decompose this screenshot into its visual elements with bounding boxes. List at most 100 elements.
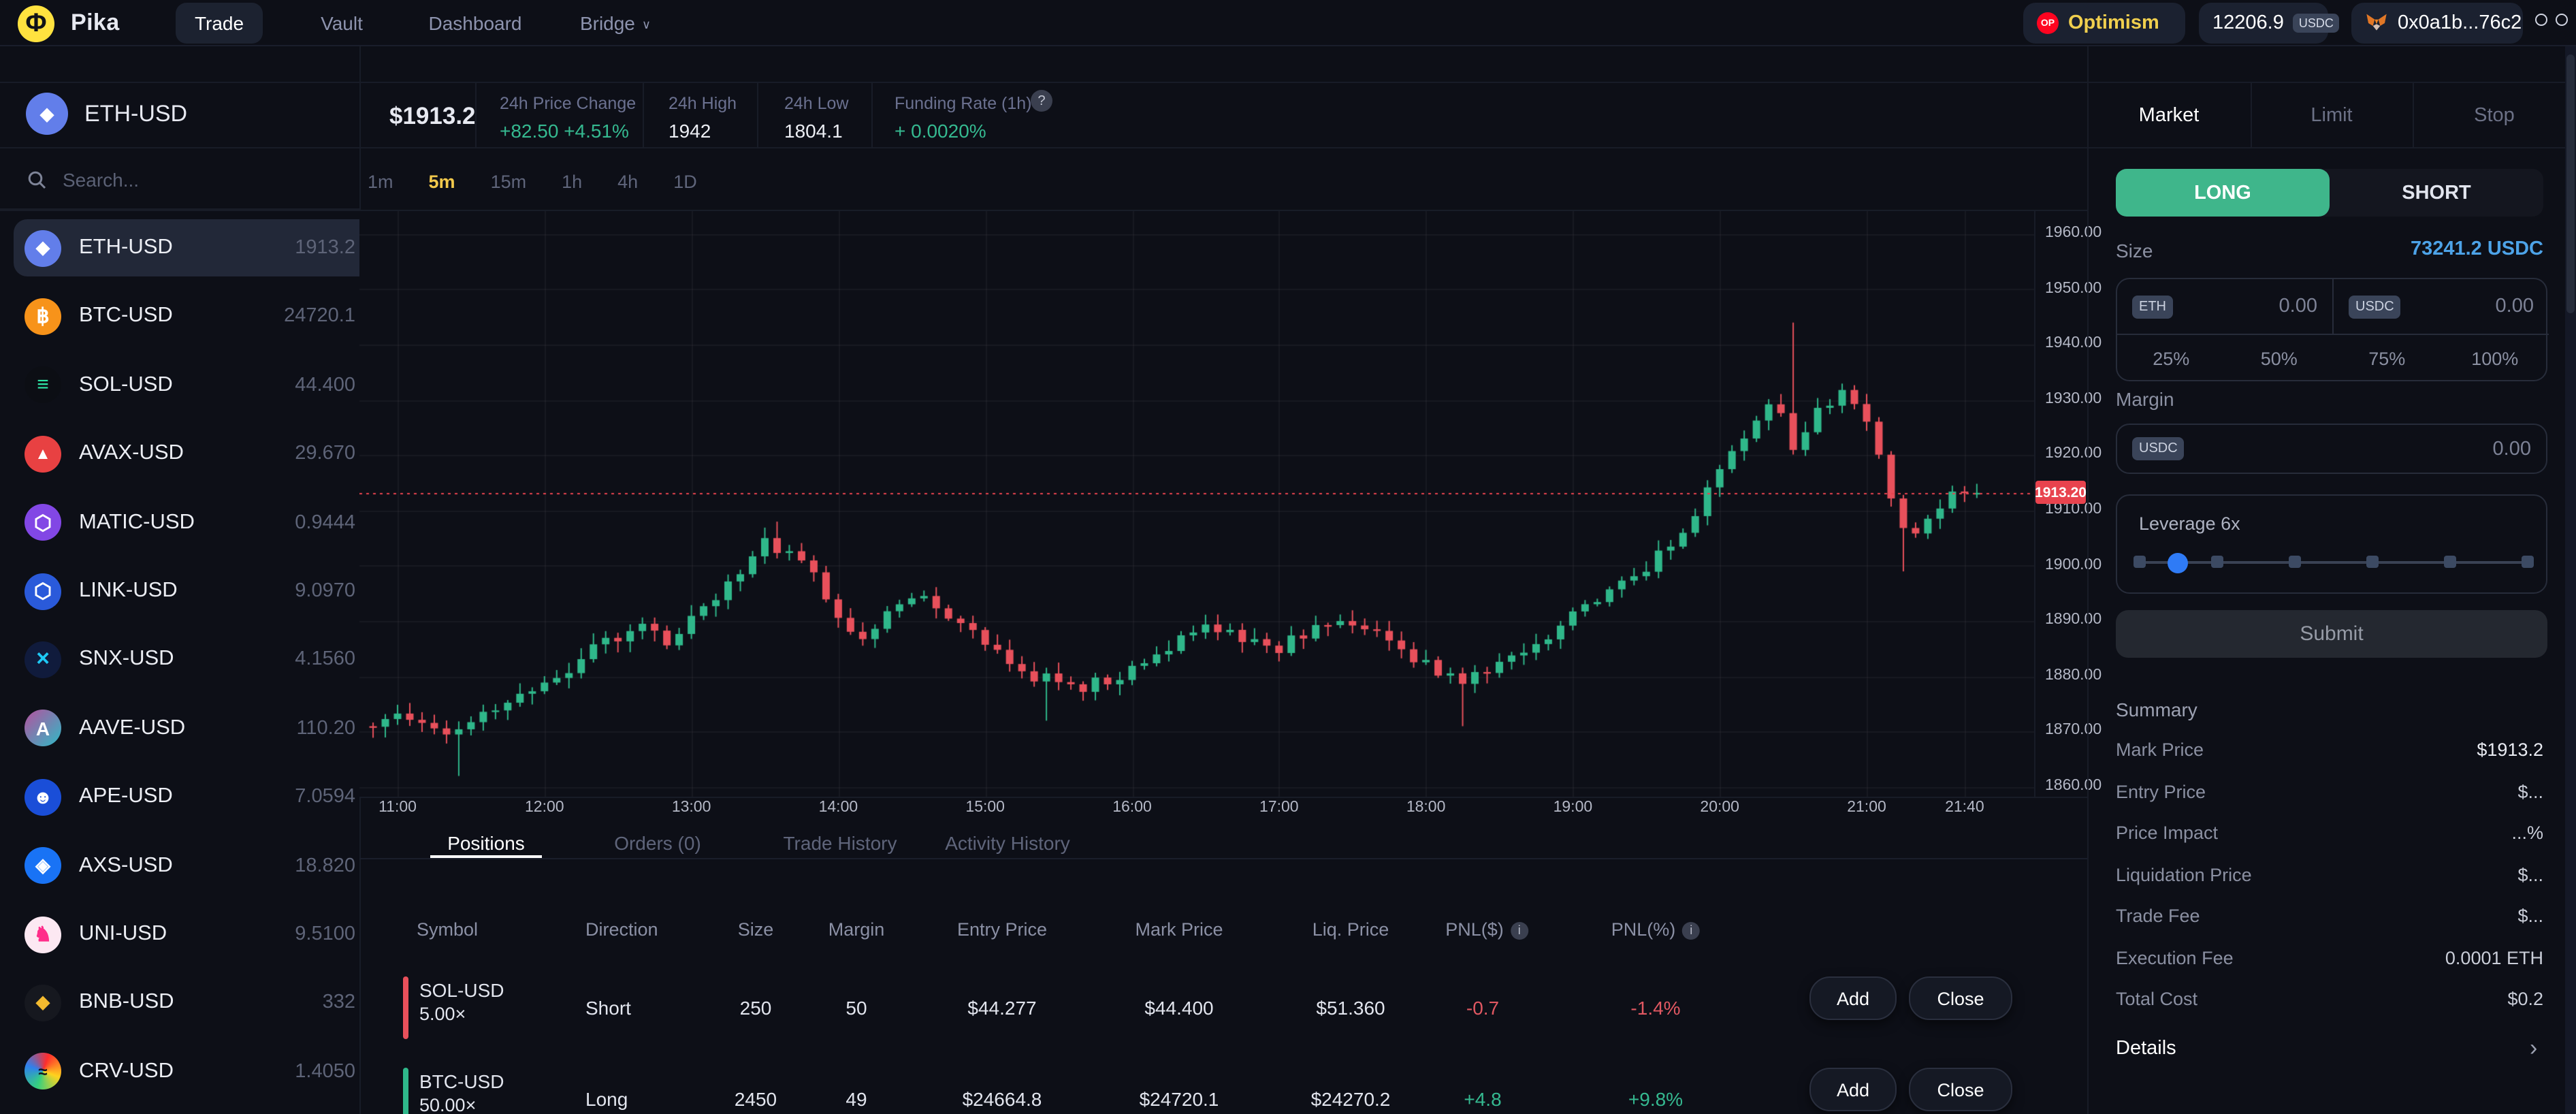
leverage-box: Leverage 6x <box>2116 494 2547 594</box>
sidebar-market-btc-usd[interactable]: ฿ BTC-USD 24720.1 <box>14 288 374 345</box>
add-button[interactable]: Add <box>1809 1068 1897 1111</box>
sidebar-market-matic-usd[interactable]: ⬡ MATIC-USD 0.9444 <box>14 494 374 551</box>
submit-button[interactable]: Submit <box>2116 610 2547 658</box>
position-mark-price: $44.400 <box>1144 997 1214 1019</box>
size-max-link[interactable]: 73241.2 USDC <box>2410 238 2543 260</box>
stats-band <box>0 82 2576 148</box>
timeframe-1D[interactable]: 1D <box>673 171 697 191</box>
chevron-right-icon[interactable]: › <box>2530 1035 2538 1061</box>
close-button[interactable]: Close <box>1909 976 2012 1020</box>
column-header-mark-price: Mark Price <box>1135 919 1223 940</box>
slider-tick[interactable] <box>2521 556 2533 568</box>
high-value: 1942 <box>669 120 711 142</box>
price-tick: 1860.00 <box>2045 777 2102 794</box>
percent-25[interactable]: 25% <box>2153 349 2190 369</box>
leverage-slider[interactable] <box>2133 550 2533 575</box>
nav-item-vault[interactable]: Vault <box>321 12 363 34</box>
slider-thumb[interactable] <box>2168 552 2188 573</box>
percent-50[interactable]: 50% <box>2260 349 2298 369</box>
scrollbar-track[interactable] <box>2565 46 2576 1114</box>
position-pnl-pct: +9.8% <box>1628 1088 1684 1110</box>
pika-logo-icon[interactable]: Φ <box>18 5 54 42</box>
sidebar-market-snx-usd[interactable]: × SNX-USD 4.1560 <box>14 631 374 688</box>
axs-icon: ◈ <box>25 847 61 885</box>
order-type-market[interactable]: Market <box>2138 104 2200 126</box>
sidebar-market-sol-usd[interactable]: ≡ SOL-USD 44.400 <box>14 357 374 414</box>
slider-tick[interactable] <box>2133 556 2145 568</box>
timeframe-5m[interactable]: 5m <box>428 171 455 191</box>
tab-trade-history[interactable]: Trade History <box>783 832 897 854</box>
scrollbar-thumb[interactable] <box>2566 54 2575 313</box>
nav-item-dashboard[interactable]: Dashboard <box>428 12 522 34</box>
market-price: 4.1560 <box>295 648 355 671</box>
usdc-token-badge: USDC <box>2132 437 2185 460</box>
sidebar-market-avax-usd[interactable]: ▲ AVAX-USD 29.670 <box>14 425 374 482</box>
tab-orders-0-[interactable]: Orders (0) <box>614 832 701 854</box>
short-button[interactable]: SHORT <box>2402 182 2471 204</box>
balance-button[interactable]: 12206.9 USDC <box>2199 3 2339 44</box>
eth-icon: ◆ <box>25 229 61 266</box>
sidebar-market-bnb-usd[interactable]: ◆ BNB-USD 332 <box>14 974 374 1032</box>
long-button[interactable]: LONG <box>2116 169 2330 217</box>
sidebar-market-axs-usd[interactable]: ◈ AXS-USD 18.820 <box>14 837 374 894</box>
market-price: 1.4050 <box>295 1060 355 1083</box>
sidebar-market-ape-usd[interactable]: ☻ APE-USD 7.0594 <box>14 768 374 825</box>
funding-help-icon[interactable]: ? <box>1031 90 1052 112</box>
quote-size-field[interactable]: USDC 0.00 <box>2334 279 2549 334</box>
market-symbol: AVAX-USD <box>79 441 184 465</box>
more-menu-button[interactable] <box>2535 14 2576 26</box>
timeframe-15m[interactable]: 15m <box>490 171 527 191</box>
slider-tick[interactable] <box>2210 556 2223 568</box>
market-price: 9.5100 <box>295 923 355 945</box>
margin-input-field[interactable]: USDC 0.00 <box>2116 424 2547 474</box>
funding-value: + 0.0020% <box>895 120 986 142</box>
slider-tick[interactable] <box>2443 556 2456 568</box>
candlestick-chart[interactable] <box>359 211 2034 797</box>
nav-item-trade[interactable]: Trade <box>176 3 263 44</box>
timeframe-4h[interactable]: 4h <box>617 171 639 191</box>
close-button[interactable]: Close <box>1909 1068 2012 1111</box>
summary-value-execution-fee: 0.0001 ETH <box>2445 947 2543 968</box>
sidebar-market-uni-usd[interactable]: ♞ UNI-USD 9.5100 <box>14 906 374 963</box>
slider-tick[interactable] <box>2366 556 2378 568</box>
column-header-margin: Margin <box>828 919 885 940</box>
selected-market-header[interactable]: ◆ ETH-USD <box>26 93 187 135</box>
nav-item-bridge[interactable]: Bridge ∨ <box>579 12 651 34</box>
bnb-icon: ◆ <box>25 984 61 1021</box>
time-tick: 17:00 <box>1259 799 1299 816</box>
tab-positions[interactable]: Positions <box>447 832 525 854</box>
percent-75[interactable]: 75% <box>2368 349 2406 369</box>
summary-value-price-impact: ...% <box>2511 823 2543 843</box>
timeframe-1h[interactable]: 1h <box>562 171 583 191</box>
change-label: 24h Price Change <box>500 94 637 113</box>
details-toggle[interactable]: Details <box>2116 1038 2176 1060</box>
sidebar-market-link-usd[interactable]: ⬡ LINK-USD 9.0970 <box>14 562 374 620</box>
summary-label-trade-fee: Trade Fee <box>2116 906 2200 926</box>
network-button[interactable]: OP Optimism <box>2023 3 2185 44</box>
side-toggle: LONG SHORT <box>2116 169 2543 217</box>
market-symbol: CRV-USD <box>79 1059 174 1083</box>
info-icon[interactable]: i <box>1510 921 1528 939</box>
add-button[interactable]: Add <box>1809 976 1897 1020</box>
position-direction: Short <box>585 997 631 1019</box>
position-pnl-usd: +4.8 <box>1464 1088 1502 1110</box>
sidebar-market-eth-usd[interactable]: ◆ ETH-USD 1913.2 <box>14 219 374 276</box>
info-icon[interactable]: i <box>1682 921 1701 939</box>
snx-icon: × <box>25 641 61 678</box>
timeframe-1m[interactable]: 1m <box>368 171 393 191</box>
market-price: 29.670 <box>295 443 355 465</box>
wallet-button[interactable]: 0x0a1b...76c2 <box>2351 3 2523 44</box>
tab-activity-history[interactable]: Activity History <box>945 832 1070 854</box>
percent-100[interactable]: 100% <box>2471 349 2519 369</box>
sidebar-market-crv-usd[interactable]: ≈ CRV-USD 1.4050 <box>14 1043 374 1100</box>
base-size-field[interactable]: ETH 0.00 <box>2117 279 2332 334</box>
sidebar-market-aave-usd[interactable]: A AAVE-USD 110.20 <box>14 700 374 757</box>
order-type-stop[interactable]: Stop <box>2474 104 2515 126</box>
search-input[interactable] <box>60 167 297 191</box>
usdc-token-badge: USDC <box>2349 295 2401 318</box>
order-type-limit[interactable]: Limit <box>2311 104 2353 126</box>
slider-tick[interactable] <box>2288 556 2300 568</box>
price-axis-divider <box>2034 211 2035 797</box>
summary-label-entry-price: Entry Price <box>2116 781 2206 801</box>
